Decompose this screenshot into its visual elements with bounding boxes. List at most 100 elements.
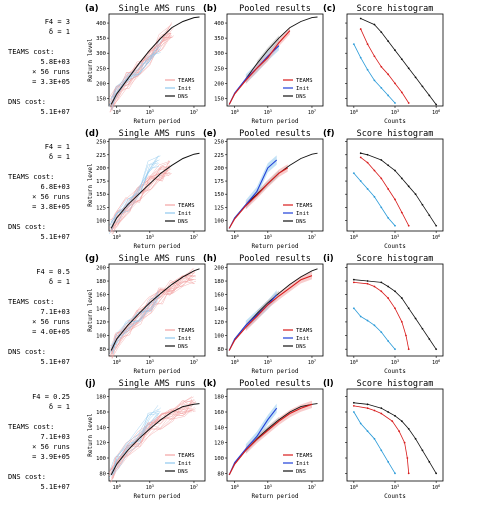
hist-dns-line-marker	[359, 152, 362, 155]
row-annotation-line: δ = 1	[49, 278, 70, 286]
row-annotation-line: DNS cost:	[8, 223, 46, 231]
panel-letter: (d)	[85, 129, 99, 139]
x-axis-label: Return period	[134, 118, 181, 125]
x-tick-label: 100	[113, 109, 121, 116]
dns-line	[110, 403, 200, 476]
teams-line	[228, 403, 313, 476]
row-annotation-line: δ = 1	[49, 28, 70, 36]
hist-dns-line-marker	[414, 76, 417, 79]
hist-teams-line	[353, 282, 410, 350]
hist-dns-line-marker	[352, 401, 355, 404]
init-run-line	[112, 413, 160, 475]
hist-teams-line-marker	[387, 188, 390, 190]
hist-teams-line-marker	[373, 169, 376, 172]
y-tick-label: 100	[96, 218, 106, 224]
panel-title: Pooled results	[239, 129, 311, 139]
y-tick-label: 120	[96, 320, 106, 326]
plot-frame	[226, 138, 324, 232]
dns-uncertainty-band	[256, 35, 279, 67]
row-annotation-line: TEAMS cost:	[8, 423, 54, 431]
y-tick-label: 160	[96, 293, 106, 299]
y-tick-label: 350	[96, 36, 106, 42]
teams-line	[228, 275, 313, 351]
y-tick-label: 150	[214, 192, 224, 198]
x-tick-label: 107	[308, 359, 316, 366]
y-tick-label: 100	[214, 334, 224, 340]
row-annotation-line: δ = 1	[49, 403, 70, 411]
teams-line	[228, 30, 291, 105]
legend-label: TEAMS	[296, 328, 313, 334]
hist-dns-line-marker	[414, 193, 417, 196]
teams-run-line	[110, 32, 172, 104]
hist-teams-line-marker	[387, 297, 390, 299]
panel-letter: (f)	[323, 129, 335, 139]
hist-init-line-marker	[387, 340, 390, 342]
x-tick-label: 100	[350, 359, 358, 366]
y-tick-label: 250	[96, 140, 106, 146]
panel-letter: (a)	[85, 4, 99, 14]
init-line	[228, 407, 278, 476]
legend-label: DNS	[296, 94, 306, 100]
y-tick-label: 200	[214, 81, 224, 87]
row-annotation-line: 5.8E+03	[40, 58, 70, 66]
init-run-line	[111, 46, 160, 99]
hist-dns-line-marker	[394, 49, 396, 52]
y-tick-label: 200	[96, 81, 106, 87]
y-tick-label: 200	[96, 166, 106, 172]
hist-init-line	[353, 44, 396, 104]
x-axis-label: Return period	[134, 243, 181, 250]
hist-teams-line-marker	[394, 198, 396, 201]
y-axis-label: Return level	[87, 413, 94, 457]
hist-teams-line	[353, 405, 410, 474]
y-tick-label: 150	[96, 192, 106, 198]
y-tick-label: 225	[96, 153, 106, 159]
hist-init-line-marker	[387, 216, 390, 219]
teams-run-line	[110, 272, 196, 346]
y-tick-label: 225	[214, 153, 224, 159]
row-annotation-line: δ = 1	[49, 153, 70, 161]
row-annotation-line: × 56 runs	[32, 68, 70, 76]
panel-b: (b) Pooled results Return period 150 200 250 3…	[203, 4, 324, 125]
row-annotation-line: = 3.3E+05	[32, 78, 70, 86]
panel-letter: (k)	[203, 379, 217, 389]
hist-dns-line	[353, 402, 437, 474]
legend-label: TEAMS	[178, 328, 195, 334]
hist-dns-line-marker	[352, 278, 355, 281]
hist-teams-line-marker	[366, 282, 369, 285]
panel-k: (k) Pooled results Return period 80 100 120 14…	[203, 379, 324, 500]
x-tick-label: 103	[264, 484, 272, 491]
x-tick-label: 103	[391, 484, 399, 491]
hist-teams-line-marker	[406, 457, 409, 459]
init-run-line	[108, 48, 161, 107]
row-annotation-line: F4 = 1	[45, 143, 70, 151]
x-tick-label: 103	[391, 234, 399, 241]
panel-letter: (h)	[203, 254, 217, 264]
hist-dns-line-marker	[428, 460, 431, 463]
y-tick-label: 200	[214, 265, 224, 271]
hist-dns-line-marker	[407, 307, 410, 310]
hist-init-line-marker	[366, 430, 369, 433]
x-tick-label: 103	[264, 234, 272, 241]
row-annotation-line: DNS cost:	[8, 348, 46, 356]
legend-label: DNS	[178, 469, 188, 475]
row-annotation-line: DNS cost:	[8, 473, 46, 481]
teams-line	[228, 167, 288, 229]
hist-dns-line-marker	[387, 411, 390, 413]
x-tick-label: 107	[308, 109, 316, 116]
hist-teams-line-marker	[380, 65, 383, 68]
hist-init-line	[353, 411, 396, 474]
hist-dns-line-marker	[428, 94, 431, 97]
legend-label: Init	[296, 86, 309, 92]
hist-init-line-marker	[366, 319, 369, 322]
panel-letter: (l)	[323, 379, 334, 389]
teams-run-line	[113, 406, 195, 473]
hist-dns-line-marker	[380, 281, 383, 284]
panel-g: (g) Single AMS runs Return period 80 100 120 1…	[85, 254, 206, 375]
x-tick-label: 100	[231, 109, 239, 116]
x-tick-label: 106	[432, 484, 440, 491]
x-axis-label: Counts	[384, 243, 406, 250]
teams-run-line	[112, 164, 170, 232]
row-annotation-line: = 4.0E+05	[32, 328, 70, 336]
x-tick-label: 100	[113, 359, 121, 366]
